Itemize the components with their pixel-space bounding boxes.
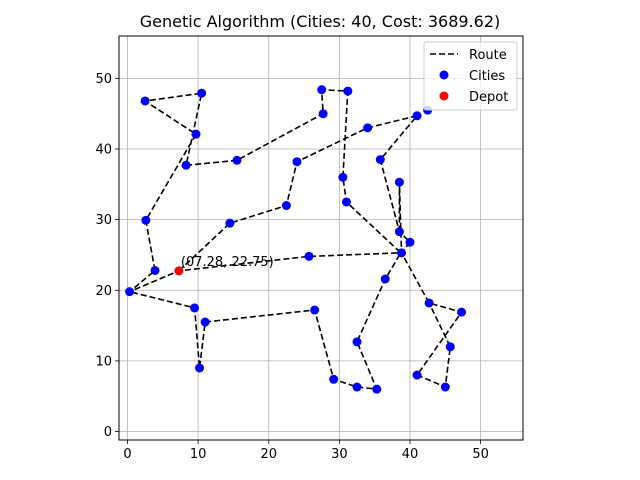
city-point	[440, 382, 450, 392]
x-tick-label: 40	[402, 447, 419, 462]
x-axis: 0 10 20 30 40 50	[123, 440, 489, 462]
city-point	[318, 109, 328, 119]
city-point	[375, 155, 385, 165]
legend-cities-label: Cities	[469, 69, 505, 84]
city-point	[352, 382, 362, 392]
city-point	[181, 160, 191, 170]
city-point	[197, 88, 207, 98]
depot-point	[174, 266, 184, 276]
depot-annotation: (07.28, 22.75)	[181, 255, 274, 270]
chart-title: Genetic Algorithm (Cities: 40, Cost: 368…	[140, 12, 501, 31]
city-point	[405, 237, 415, 247]
city-point	[191, 129, 201, 139]
city-point	[372, 384, 382, 394]
route-line-branch	[398, 182, 463, 389]
city-point	[341, 197, 351, 207]
x-tick-label: 0	[123, 447, 131, 462]
x-tick-label: 50	[472, 447, 489, 462]
city-point	[225, 218, 235, 228]
x-tick-label: 10	[190, 447, 207, 462]
legend-cities-swatch	[439, 70, 449, 80]
y-axis: 0 10 20 30 40 50	[95, 72, 119, 440]
city-point	[232, 155, 242, 165]
city-point	[394, 177, 404, 187]
y-tick-label: 50	[95, 72, 112, 87]
y-tick-label: 0	[104, 425, 112, 440]
city-point	[140, 96, 150, 106]
x-tick-label: 30	[331, 447, 348, 462]
y-tick-label: 20	[95, 284, 112, 299]
legend-depot-label: Depot	[469, 90, 508, 105]
city-point	[380, 274, 390, 284]
plot-frame	[118, 35, 524, 441]
city-point	[363, 123, 373, 133]
city-point	[195, 363, 205, 373]
city-point	[304, 251, 314, 261]
city-point	[412, 370, 422, 380]
city-point	[141, 215, 151, 225]
city-point	[394, 227, 404, 237]
city-point	[292, 157, 302, 167]
city-point	[150, 265, 160, 275]
city-point	[424, 298, 434, 308]
city-point	[338, 172, 348, 182]
city-point	[397, 248, 407, 258]
city-point	[317, 85, 327, 95]
city-point	[412, 111, 422, 121]
city-point	[200, 317, 210, 327]
city-point	[125, 287, 135, 297]
cities-series	[125, 85, 467, 394]
legend-route-label: Route	[469, 48, 507, 63]
city-point	[281, 201, 291, 211]
city-point	[343, 86, 353, 96]
legend: Route Cities Depot	[423, 41, 518, 111]
y-tick-label: 30	[95, 213, 112, 228]
depot-series	[174, 266, 184, 276]
x-tick-label: 20	[260, 447, 277, 462]
city-point	[352, 337, 362, 347]
route-line	[129, 88, 420, 391]
city-point	[445, 342, 455, 352]
y-tick-label: 40	[95, 143, 112, 158]
city-point	[190, 303, 200, 313]
city-point	[310, 305, 320, 315]
legend-depot-swatch	[439, 91, 449, 101]
city-point	[329, 374, 339, 384]
y-tick-label: 10	[95, 354, 112, 369]
city-point	[457, 307, 467, 317]
